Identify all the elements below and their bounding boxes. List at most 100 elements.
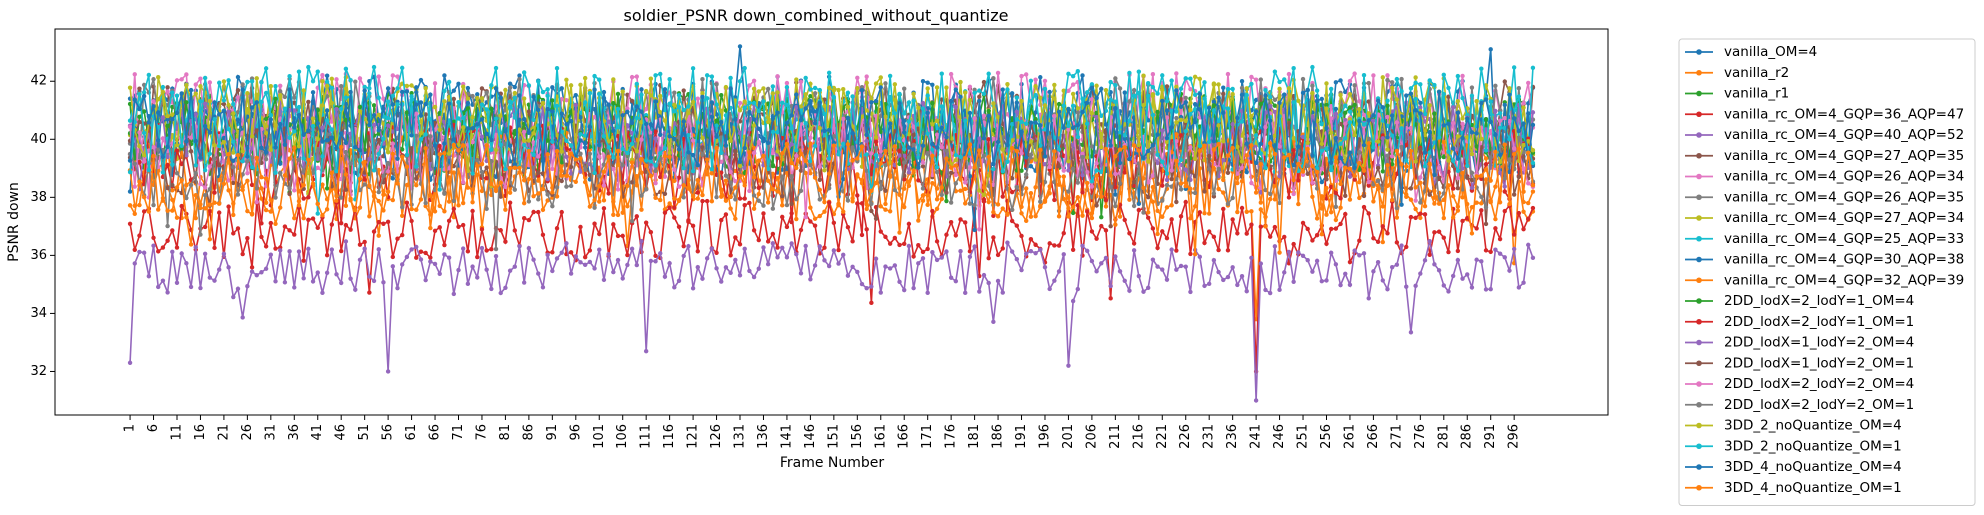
data-point [1460, 116, 1465, 121]
data-point [1324, 212, 1329, 217]
data-point [1136, 273, 1142, 279]
data-point [1455, 257, 1461, 263]
data-point [1291, 66, 1296, 71]
data-point [1178, 263, 1184, 269]
data-point [578, 224, 583, 230]
data-point [737, 100, 743, 106]
data-point [376, 74, 381, 79]
data-point [1272, 97, 1278, 103]
data-point [315, 225, 320, 231]
data-point [146, 72, 152, 78]
data-point [1056, 269, 1062, 274]
data-point [1310, 83, 1315, 88]
data-point [1418, 271, 1423, 276]
data-point [808, 205, 813, 210]
data-point [418, 257, 424, 262]
data-point [676, 92, 682, 98]
data-point [737, 273, 743, 278]
data-point [306, 64, 311, 70]
data-point [1150, 85, 1156, 90]
data-point [498, 228, 503, 233]
data-point [212, 245, 217, 251]
data-point [981, 272, 987, 278]
data-point [939, 71, 944, 76]
data-point [470, 208, 475, 214]
data-point [1352, 83, 1357, 88]
data-point [1479, 259, 1484, 264]
data-point [1441, 154, 1446, 160]
data-point [991, 136, 996, 142]
data-point [953, 104, 959, 110]
data-point [855, 86, 860, 91]
data-point [1033, 77, 1038, 82]
data-point [1296, 98, 1301, 103]
data-point [1394, 262, 1400, 267]
data-point [986, 71, 991, 76]
data-point [751, 206, 757, 211]
data-point [310, 279, 316, 284]
data-point [1483, 248, 1489, 253]
data-point [273, 96, 278, 102]
data-point [817, 244, 822, 249]
data-point [784, 255, 790, 260]
data-point [869, 151, 874, 156]
data-point [339, 83, 344, 89]
data-point [1136, 201, 1142, 207]
data-point [723, 108, 729, 113]
data-point [690, 223, 696, 229]
data-point [202, 101, 208, 106]
data-point [1066, 88, 1071, 93]
data-point [320, 290, 325, 296]
data-point [597, 247, 602, 252]
data-point [1446, 85, 1451, 91]
data-point [310, 216, 316, 221]
data-point [503, 239, 508, 244]
data-point [301, 258, 306, 263]
data-point [714, 266, 719, 271]
data-point [1366, 211, 1371, 216]
data-point [409, 90, 414, 96]
data-point [737, 196, 743, 201]
data-point [245, 284, 250, 289]
data-point [1361, 204, 1367, 210]
data-point [1239, 78, 1245, 84]
data-point [207, 275, 213, 280]
data-point [611, 100, 616, 106]
data-point [1404, 164, 1409, 169]
data-point [273, 84, 278, 89]
data-point [930, 180, 935, 186]
data-point [737, 44, 743, 49]
data-point [451, 291, 457, 297]
data-point [690, 138, 696, 143]
data-point [1267, 290, 1273, 296]
data-point [775, 74, 780, 79]
data-point [179, 251, 184, 256]
data-point [334, 77, 339, 82]
data-point [254, 199, 259, 205]
data-point [1056, 174, 1062, 179]
data-point [470, 264, 475, 269]
data-point [1155, 231, 1160, 237]
data-point [484, 267, 489, 272]
data-point [920, 198, 926, 203]
data-point [235, 74, 241, 80]
data-point [648, 122, 654, 127]
data-point [573, 102, 578, 108]
data-point [493, 65, 499, 71]
data-point [1028, 191, 1034, 196]
data-point [198, 84, 203, 89]
data-point [296, 249, 302, 254]
data-point [573, 92, 578, 98]
data-point [1258, 200, 1264, 205]
data-point [362, 177, 367, 182]
data-point [550, 85, 555, 90]
data-point [1441, 215, 1446, 221]
data-point [1197, 254, 1203, 260]
data-point [249, 79, 255, 84]
data-point [1357, 253, 1362, 258]
data-point [789, 241, 794, 246]
data-point [479, 134, 485, 139]
data-point [892, 263, 898, 268]
data-point [662, 191, 668, 196]
data-point [1521, 226, 1526, 232]
